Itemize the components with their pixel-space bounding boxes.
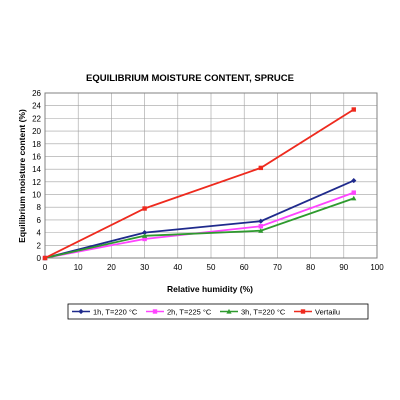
x-axis-ticks: 0 10 20 30 40 50 60 70 80 90 100 <box>43 263 384 272</box>
legend-label: 3h, T=220 °C <box>241 307 286 316</box>
x-tick-label: 30 <box>140 263 149 272</box>
data-point <box>351 177 357 184</box>
x-tick-label: 70 <box>273 263 282 272</box>
y-tick-label: 0 <box>37 254 42 263</box>
y-tick-label: 6 <box>37 216 42 225</box>
x-tick-label: 80 <box>306 263 315 272</box>
x-tick-label: 100 <box>370 263 384 272</box>
y-tick-label: 8 <box>37 203 42 212</box>
x-tick-label: 20 <box>107 263 116 272</box>
legend-item: 2h, T=225 °C <box>146 307 212 316</box>
legend-label: 2h, T=225 °C <box>167 307 212 316</box>
legend-marker <box>226 308 232 314</box>
data-point <box>142 206 147 211</box>
legend-marker <box>78 308 84 315</box>
y-tick-label: 16 <box>32 152 41 161</box>
chart-title: EQUILIBRIUM MOISTURE CONTENT, SPRUCE <box>86 73 294 84</box>
x-tick-label: 40 <box>173 263 182 272</box>
y-tick-label: 14 <box>32 165 41 174</box>
x-tick-label: 50 <box>207 263 216 272</box>
y-tick-label: 2 <box>37 241 42 250</box>
series-layer <box>42 107 357 261</box>
data-point <box>351 107 356 112</box>
legend-item: 1h, T=220 °C <box>72 307 138 316</box>
series-line <box>44 108 355 259</box>
legend-marker <box>152 309 158 314</box>
data-point <box>42 255 48 261</box>
legend-box <box>67 303 369 320</box>
data-point <box>351 195 357 201</box>
y-tick-label: 10 <box>32 191 41 200</box>
x-axis-label: Relative humidity (%) <box>167 284 253 294</box>
y-axis-label: Equilibrium moisture content (%) <box>17 109 27 243</box>
data-point <box>142 233 148 238</box>
data-point <box>258 224 263 229</box>
y-tick-label: 24 <box>32 102 41 111</box>
series-line <box>44 179 355 259</box>
legend-marker <box>300 309 306 314</box>
series-line <box>44 197 355 259</box>
y-tick-label: 22 <box>32 114 41 123</box>
data-point <box>258 165 263 171</box>
legend-item: 3h, T=220 °C <box>220 307 286 316</box>
data-point <box>258 218 264 224</box>
x-tick-label: 0 <box>43 263 48 272</box>
legend: 1h, T=220 °C 2h, T=225 °C 3h, T=220 °C Vert… <box>67 303 369 320</box>
data-point <box>258 228 264 233</box>
data-point <box>351 190 356 195</box>
y-tick-label: 18 <box>32 140 41 149</box>
legend-item: Vertailu <box>294 307 340 316</box>
series-4 <box>42 107 356 261</box>
x-tick-label: 90 <box>339 263 348 272</box>
legend-label: Vertailu <box>315 307 340 316</box>
y-tick-label: 26 <box>32 89 41 98</box>
y-tick-label: 20 <box>32 127 41 136</box>
y-tick-label: 4 <box>37 229 42 238</box>
x-tick-label: 10 <box>74 263 83 272</box>
y-tick-label: 12 <box>32 178 41 187</box>
plot-area <box>44 92 378 259</box>
data-point <box>142 230 148 236</box>
x-tick-label: 60 <box>240 263 249 272</box>
data-point <box>142 236 147 242</box>
legend-label: 1h, T=220 °C <box>93 307 138 316</box>
